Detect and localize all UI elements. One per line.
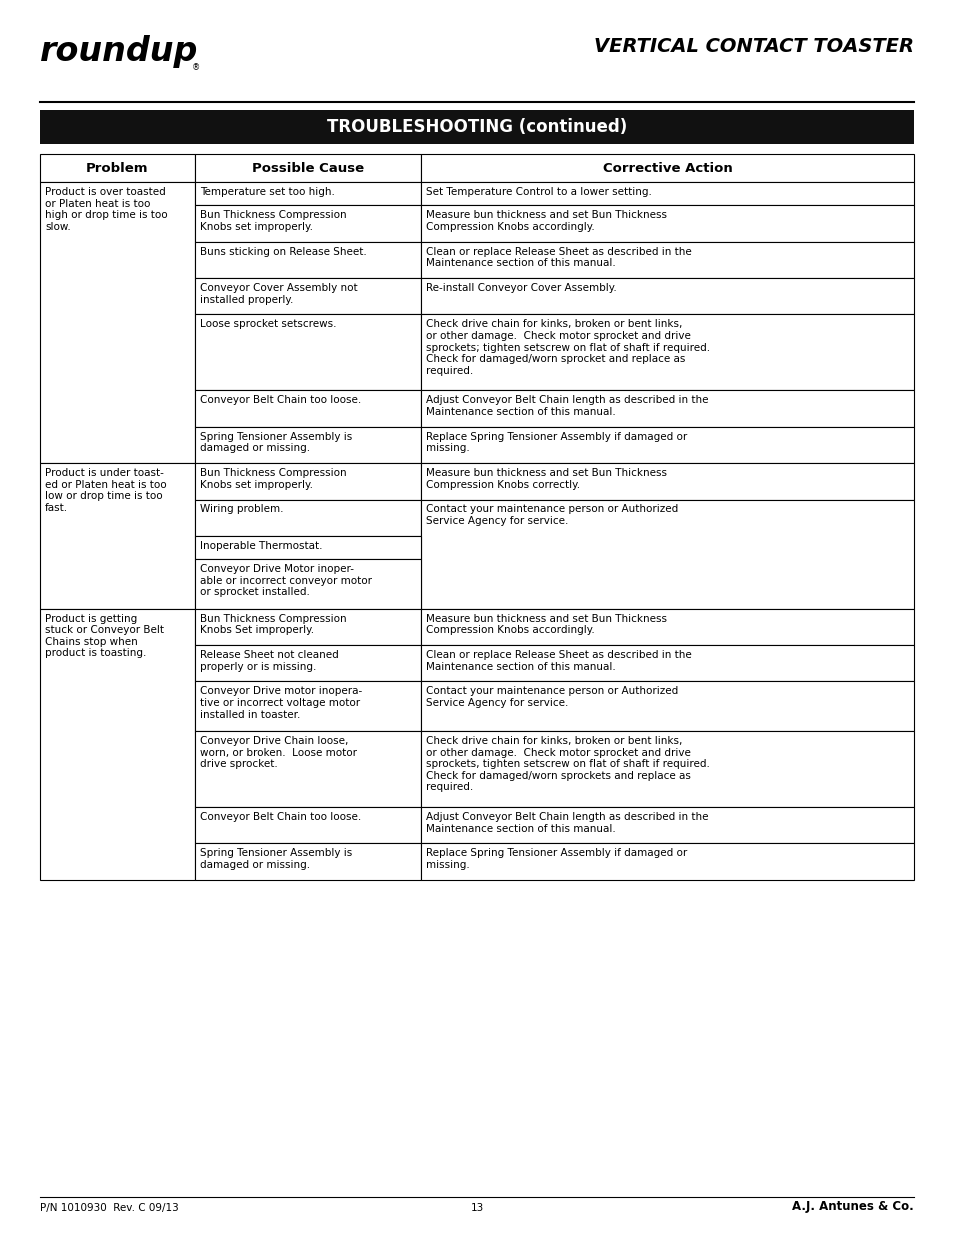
Bar (194, 205, 420, 242)
Bar (194, 806, 420, 844)
Bar (420, 427, 913, 463)
Bar (420, 499, 913, 609)
Text: P/N 1010930  Rev. C 09/13: P/N 1010930 Rev. C 09/13 (40, 1203, 178, 1213)
Bar (420, 182, 913, 205)
Bar (420, 731, 913, 806)
Text: Conveyor Cover Assembly not
installed properly.: Conveyor Cover Assembly not installed pr… (200, 283, 357, 305)
Bar (420, 278, 913, 315)
Bar (194, 182, 420, 205)
Bar (194, 315, 420, 390)
Text: Clean or replace Release Sheet as described in the
Maintenance section of this m: Clean or replace Release Sheet as descri… (426, 247, 691, 268)
Text: Set Temperature Control to a lower setting.: Set Temperature Control to a lower setti… (426, 186, 651, 198)
Bar (194, 499, 420, 536)
Text: Measure bun thickness and set Bun Thickness
Compression Knobs accordingly.: Measure bun thickness and set Bun Thickn… (426, 210, 666, 232)
Text: Bun Thickness Compression
Knobs set improperly.: Bun Thickness Compression Knobs set impr… (200, 468, 346, 490)
Text: Replace Spring Tensioner Assembly if damaged or
missing.: Replace Spring Tensioner Assembly if dam… (426, 848, 686, 869)
Text: Buns sticking on Release Sheet.: Buns sticking on Release Sheet. (200, 247, 366, 257)
Text: Check drive chain for kinks, broken or bent links,
or other damage.  Check motor: Check drive chain for kinks, broken or b… (426, 736, 709, 793)
Bar (194, 242, 420, 278)
Bar (40, 182, 194, 463)
Bar (420, 390, 913, 427)
Text: Conveyor Belt Chain too loose.: Conveyor Belt Chain too loose. (200, 811, 361, 823)
Bar (40, 463, 194, 609)
Bar (194, 559, 420, 609)
Text: Measure bun thickness and set Bun Thickness
Compression Knobs accordingly.: Measure bun thickness and set Bun Thickn… (426, 614, 666, 635)
Bar (420, 242, 913, 278)
Text: Conveyor Drive Chain loose,
worn, or broken.  Loose motor
drive sprocket.: Conveyor Drive Chain loose, worn, or bro… (200, 736, 356, 769)
Bar (420, 806, 913, 844)
Text: Conveyor Drive motor inopera-
tive or incorrect voltage motor
installed in toast: Conveyor Drive motor inopera- tive or in… (200, 687, 362, 720)
Text: Contact your maintenance person or Authorized
Service Agency for service.: Contact your maintenance person or Autho… (426, 505, 678, 526)
Text: ®: ® (192, 63, 200, 72)
Bar (420, 844, 913, 879)
Bar (40, 609, 194, 879)
Bar (420, 315, 913, 390)
Text: 13: 13 (470, 1203, 483, 1213)
Bar (194, 427, 420, 463)
Text: Conveyor Drive Motor inoper-
able or incorrect conveyor motor
or sprocket instal: Conveyor Drive Motor inoper- able or inc… (200, 564, 372, 598)
Text: Wiring problem.: Wiring problem. (200, 505, 283, 515)
Text: TROUBLESHOOTING (continued): TROUBLESHOOTING (continued) (327, 119, 626, 136)
Text: Clean or replace Release Sheet as described in the
Maintenance section of this m: Clean or replace Release Sheet as descri… (426, 650, 691, 672)
Text: roundup: roundup (40, 35, 198, 68)
Text: Loose sprocket setscrews.: Loose sprocket setscrews. (200, 320, 336, 330)
Text: VERTICAL CONTACT TOASTER: VERTICAL CONTACT TOASTER (594, 37, 913, 56)
Text: Check drive chain for kinks, broken or bent links,
or other damage.  Check motor: Check drive chain for kinks, broken or b… (426, 320, 709, 375)
Bar (420, 154, 913, 182)
Text: A.J. Antunes & Co.: A.J. Antunes & Co. (791, 1200, 913, 1213)
Bar (194, 463, 420, 499)
Text: Possible Cause: Possible Cause (252, 162, 364, 174)
Bar (40, 154, 194, 182)
Text: Adjust Conveyor Belt Chain length as described in the
Maintenance section of thi: Adjust Conveyor Belt Chain length as des… (426, 395, 708, 417)
Bar (194, 609, 420, 645)
Bar (194, 536, 420, 559)
Text: Product is getting
stuck or Conveyor Belt
Chains stop when
product is toasting.: Product is getting stuck or Conveyor Bel… (45, 614, 164, 658)
Text: Replace Spring Tensioner Assembly if damaged or
missing.: Replace Spring Tensioner Assembly if dam… (426, 432, 686, 453)
Text: Re-install Conveyor Cover Assembly.: Re-install Conveyor Cover Assembly. (426, 283, 616, 293)
Bar (420, 682, 913, 731)
Bar (194, 844, 420, 879)
Bar (194, 390, 420, 427)
Text: Conveyor Belt Chain too loose.: Conveyor Belt Chain too loose. (200, 395, 361, 405)
Text: Product is over toasted
or Platen heat is too
high or drop time is too
slow.: Product is over toasted or Platen heat i… (45, 186, 168, 232)
Bar (40, 110, 913, 144)
Text: Adjust Conveyor Belt Chain length as described in the
Maintenance section of thi: Adjust Conveyor Belt Chain length as des… (426, 811, 708, 834)
Bar (420, 645, 913, 682)
Text: Spring Tensioner Assembly is
damaged or missing.: Spring Tensioner Assembly is damaged or … (200, 432, 352, 453)
Bar (420, 205, 913, 242)
Text: Bun Thickness Compression
Knobs set improperly.: Bun Thickness Compression Knobs set impr… (200, 210, 346, 232)
Bar (420, 463, 913, 499)
Text: Spring Tensioner Assembly is
damaged or missing.: Spring Tensioner Assembly is damaged or … (200, 848, 352, 869)
Text: Corrective Action: Corrective Action (602, 162, 732, 174)
Bar (194, 731, 420, 806)
Bar (194, 645, 420, 682)
Bar (420, 609, 913, 645)
Text: Temperature set too high.: Temperature set too high. (200, 186, 335, 198)
Bar (194, 682, 420, 731)
Text: Inoperable Thermostat.: Inoperable Thermostat. (200, 541, 322, 551)
Text: Release Sheet not cleaned
properly or is missing.: Release Sheet not cleaned properly or is… (200, 650, 338, 672)
Text: Measure bun thickness and set Bun Thickness
Compression Knobs correctly.: Measure bun thickness and set Bun Thickn… (426, 468, 666, 490)
Text: Product is under toast-
ed or Platen heat is too
low or drop time is too
fast.: Product is under toast- ed or Platen hea… (45, 468, 167, 513)
Text: Contact your maintenance person or Authorized
Service Agency for service.: Contact your maintenance person or Autho… (426, 687, 678, 708)
Bar (194, 154, 420, 182)
Text: Bun Thickness Compression
Knobs Set improperly.: Bun Thickness Compression Knobs Set impr… (200, 614, 346, 635)
Bar (194, 278, 420, 315)
Text: Problem: Problem (86, 162, 149, 174)
